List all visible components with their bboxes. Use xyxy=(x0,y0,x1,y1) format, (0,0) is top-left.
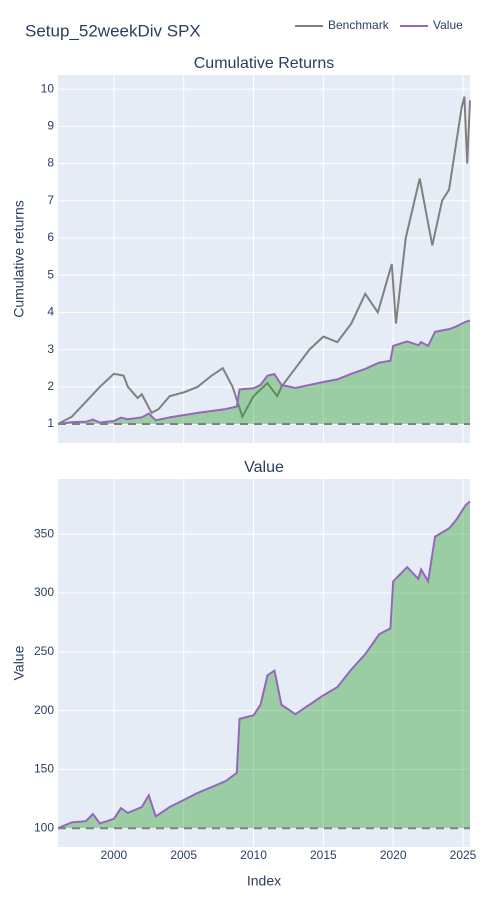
y-tick-label: 2 xyxy=(47,379,54,393)
y-tick-label: 250 xyxy=(34,644,54,658)
x-tick-label: 2000 xyxy=(101,848,128,862)
y-tick-label: 3 xyxy=(47,342,54,356)
y-tick-label: 6 xyxy=(47,230,54,244)
value-area xyxy=(58,501,470,829)
series-line xyxy=(57,96,471,425)
x-tick-label: 2015 xyxy=(310,848,337,862)
series-line xyxy=(57,500,471,830)
plot-area xyxy=(58,479,470,847)
y-axis-label: Cumulative returns xyxy=(11,200,27,318)
y-tick-label: 200 xyxy=(34,703,54,717)
y-tick-label: 350 xyxy=(34,526,54,540)
legend-label: Benchmark xyxy=(328,18,390,32)
value-area xyxy=(58,320,470,425)
y-tick-label: 9 xyxy=(47,119,54,133)
subplot-title: Value xyxy=(244,459,284,476)
x-tick-label: 2005 xyxy=(170,848,197,862)
y-tick-label: 4 xyxy=(47,305,54,319)
y-tick-label: 5 xyxy=(47,267,54,281)
x-tick-label: 2010 xyxy=(240,848,267,862)
x-tick-label: 2025 xyxy=(450,848,477,862)
x-tick-label: 2020 xyxy=(380,848,407,862)
y-tick-label: 7 xyxy=(47,193,54,207)
y-tick-label: 1 xyxy=(47,416,54,430)
subplot-title: Cumulative Returns xyxy=(194,55,335,72)
legend-label: Value xyxy=(433,18,463,32)
y-axis-label: Value xyxy=(11,645,27,680)
y-tick-label: 10 xyxy=(41,81,55,95)
y-tick-label: 300 xyxy=(34,585,54,599)
y-tick-label: 150 xyxy=(34,762,54,776)
y-tick-label: 100 xyxy=(34,820,54,834)
y-tick-label: 8 xyxy=(47,156,54,170)
figure-title: Setup_52weekDiv SPX xyxy=(25,21,201,40)
x-axis-label: Index xyxy=(247,873,281,889)
series-line xyxy=(57,319,471,426)
